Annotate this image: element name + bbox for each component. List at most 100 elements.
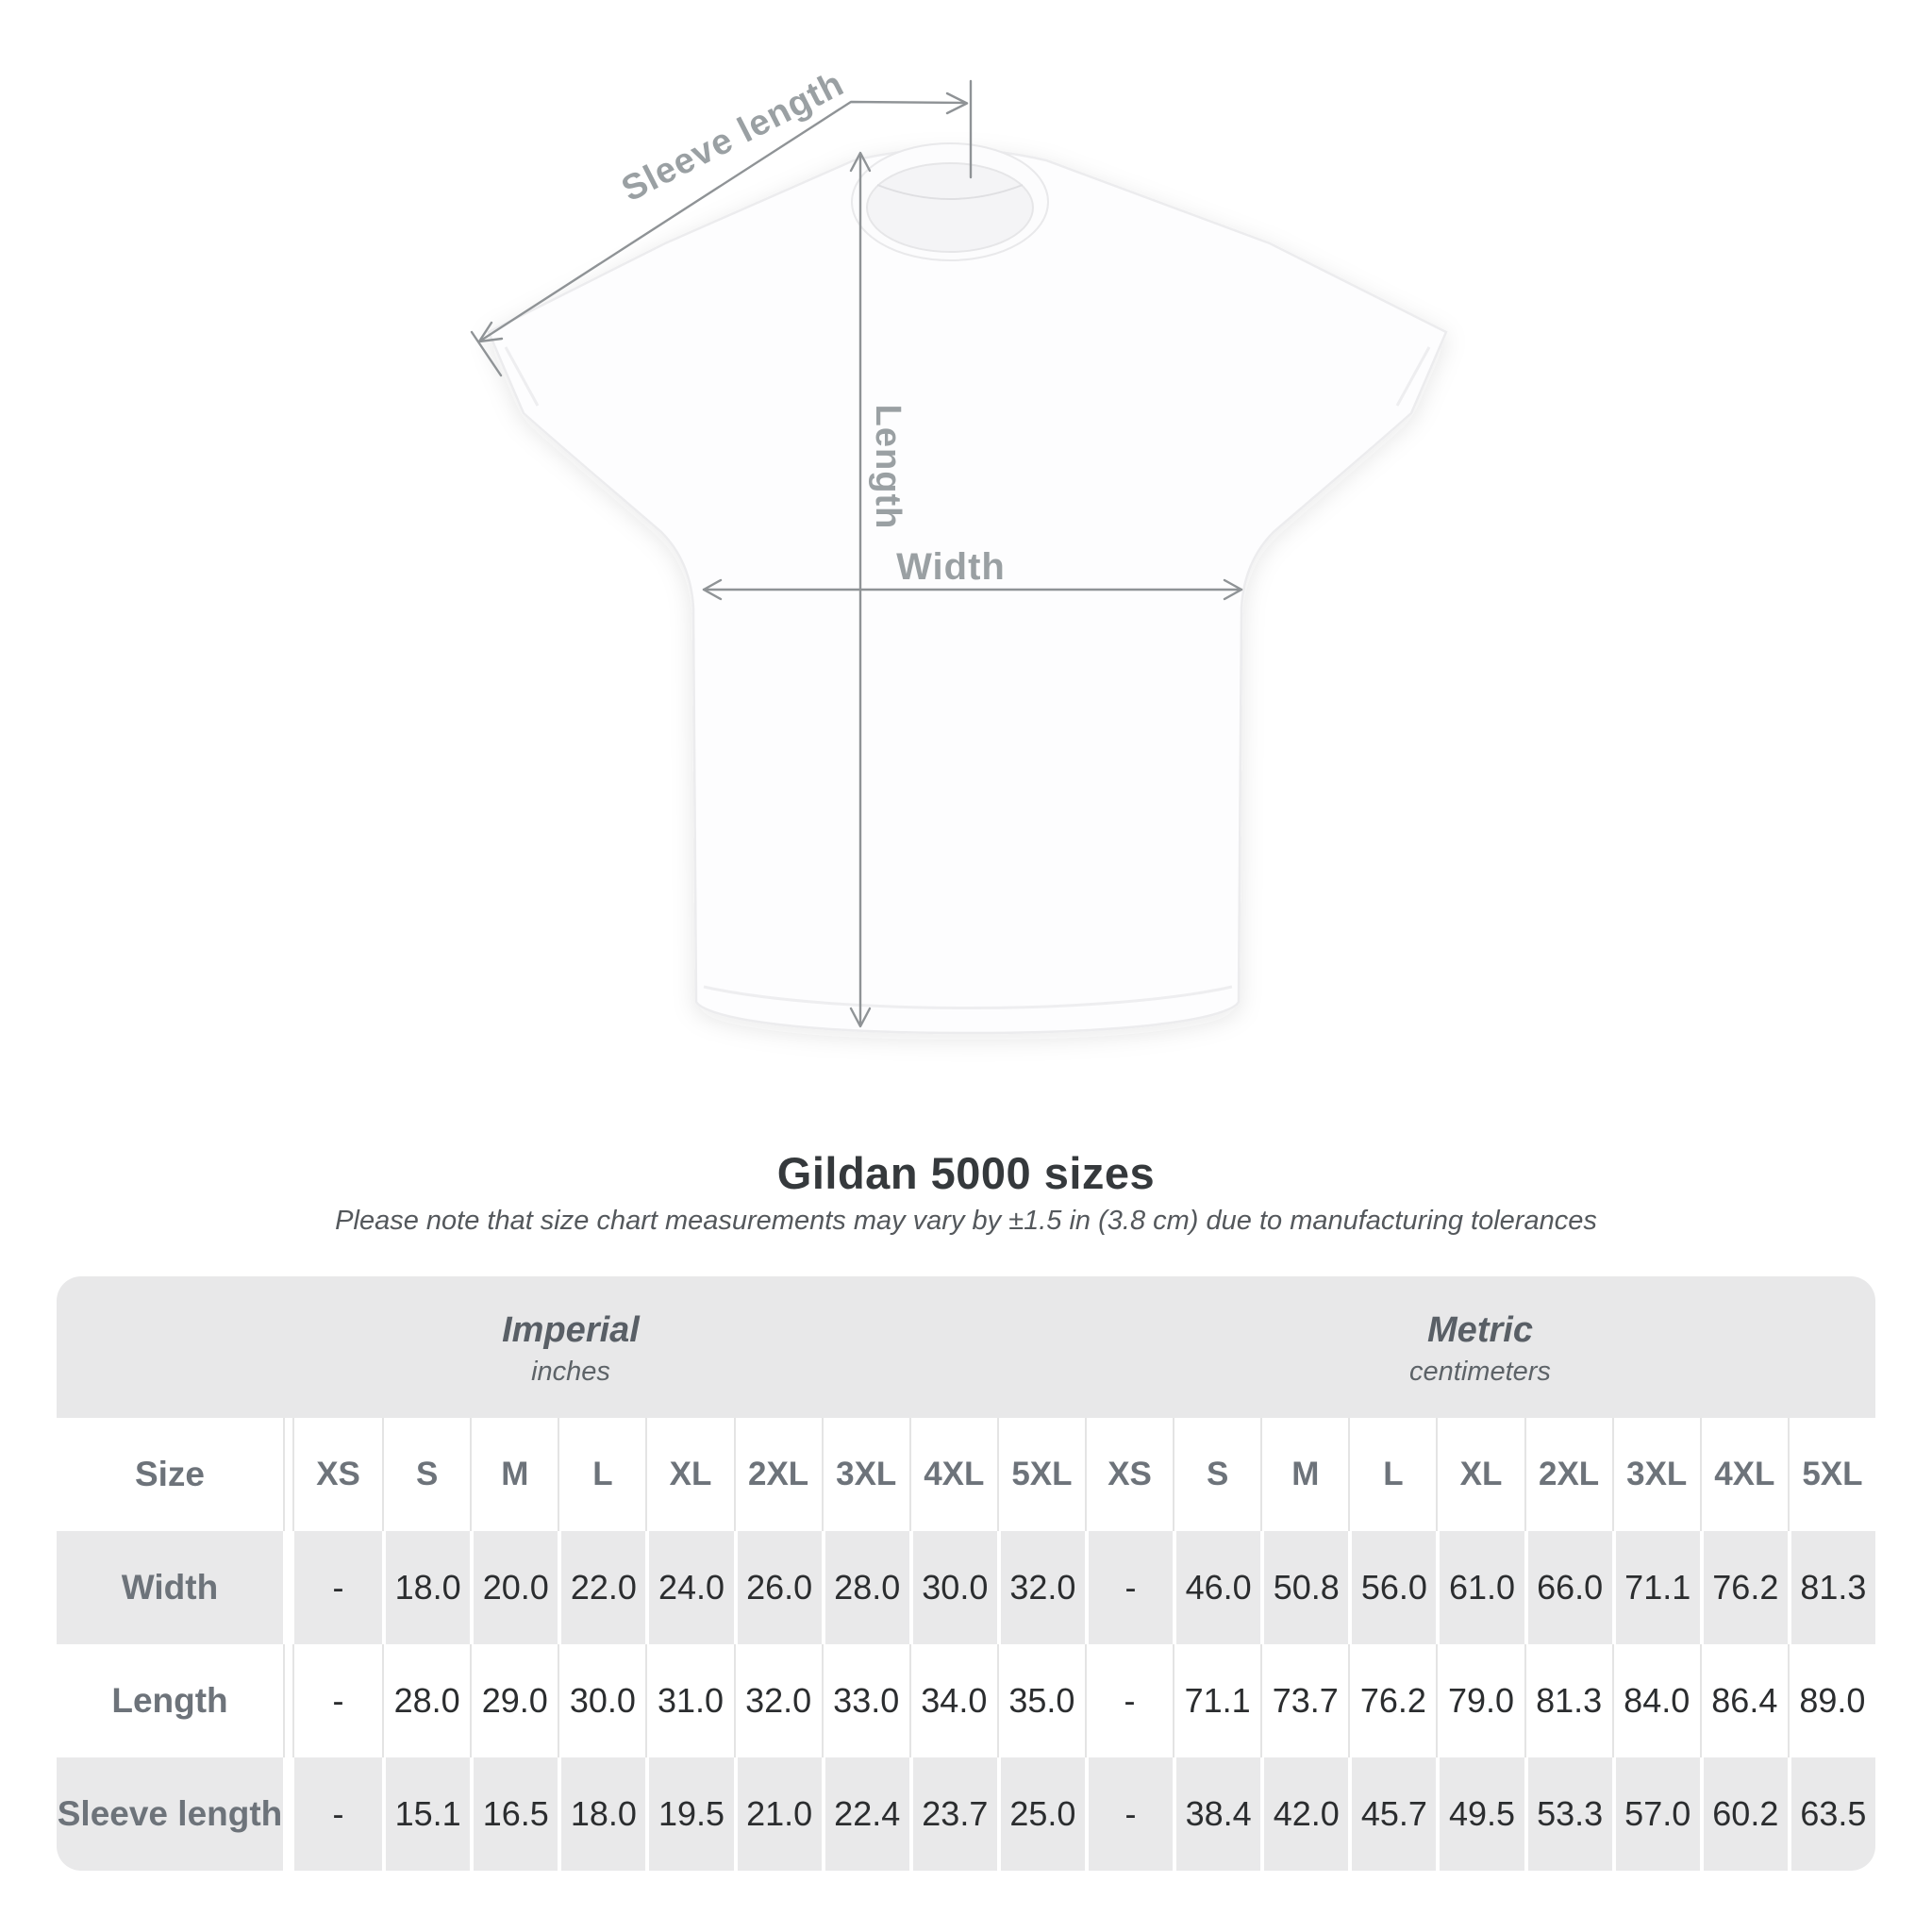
units-header-band: Imperial inches Metric centimeters bbox=[57, 1276, 1875, 1418]
measurement-row: Length -28.0 29.0 30.0 31.0 32.0 33.0 34.0 35.0-… bbox=[57, 1644, 1875, 1757]
sleeve-arrowhead-right bbox=[945, 92, 969, 115]
table-cell: - bbox=[294, 1531, 383, 1644]
table-cell: 60.2 bbox=[1699, 1757, 1788, 1871]
table-cell: 89.0 bbox=[1787, 1644, 1875, 1757]
column-gap bbox=[283, 1644, 294, 1757]
right-cuff-seam bbox=[1395, 346, 1431, 407]
tshirt-graphic bbox=[487, 142, 1448, 1035]
size-grid: Size XS S M L XL 2XL 3XL 4XL 5XL XS S M L XL 2XL 3XL 4XL 5… bbox=[57, 1418, 1875, 1871]
table-cell: 28.0 bbox=[382, 1644, 470, 1757]
column-header: 2XL bbox=[733, 1418, 822, 1531]
table-cell: 32.0 bbox=[733, 1644, 822, 1757]
column-header: 5XL bbox=[996, 1418, 1085, 1531]
imperial-label: Imperial bbox=[502, 1309, 640, 1350]
table-cell: 86.4 bbox=[1699, 1644, 1788, 1757]
table-cell: 76.2 bbox=[1348, 1644, 1436, 1757]
table-cell: 18.0 bbox=[558, 1757, 646, 1871]
table-cell: 57.0 bbox=[1611, 1757, 1700, 1871]
column-header: XL bbox=[645, 1418, 733, 1531]
table-cell: - bbox=[1085, 1757, 1174, 1871]
table-cell: 46.0 bbox=[1173, 1531, 1261, 1644]
column-header: XS bbox=[316, 1456, 360, 1492]
column-header: 4XL bbox=[1699, 1418, 1788, 1531]
table-cell: 18.0 bbox=[382, 1531, 471, 1644]
measurement-lines bbox=[470, 79, 1243, 1028]
table-cell: 61.0 bbox=[1436, 1531, 1524, 1644]
cuff-tick bbox=[470, 330, 503, 377]
imperial-unit-label: inches bbox=[531, 1356, 610, 1387]
table-cell: 25.0 bbox=[996, 1757, 1085, 1871]
table-cell: 26.0 bbox=[733, 1531, 822, 1644]
row-label: Size bbox=[134, 1455, 206, 1493]
column-gap bbox=[283, 1531, 294, 1644]
table-cell: 45.7 bbox=[1348, 1757, 1437, 1871]
collar-back-seam bbox=[876, 184, 1024, 200]
column-header: 2XL bbox=[1524, 1418, 1612, 1531]
table-cell: 66.0 bbox=[1524, 1531, 1612, 1644]
table-cell: 53.3 bbox=[1524, 1757, 1612, 1871]
table-cell: 22.0 bbox=[558, 1531, 646, 1644]
table-cell: 79.0 bbox=[1436, 1644, 1524, 1757]
table-cell: 35.0 bbox=[996, 1644, 1085, 1757]
width-arrowhead-right bbox=[1223, 578, 1243, 601]
table-cell: 38.4 bbox=[1173, 1757, 1261, 1871]
width-arrowhead-left bbox=[702, 578, 723, 601]
length-arrowhead-bottom bbox=[849, 1007, 872, 1028]
collar-opening bbox=[866, 162, 1034, 253]
metric-label: Metric bbox=[1427, 1309, 1533, 1350]
measurement-row: Width -18.0 20.0 22.0 24.0 26.0 28.0 30.0 32.0-4… bbox=[57, 1531, 1875, 1644]
table-cell: 29.0 bbox=[470, 1644, 558, 1757]
table-cell: 33.0 bbox=[821, 1644, 909, 1757]
table-cell: 49.5 bbox=[1436, 1757, 1524, 1871]
size-header-row: Size XS S M L XL 2XL 3XL 4XL 5XL XS S M L XL 2XL 3XL 4XL 5… bbox=[57, 1418, 1875, 1531]
column-header: L bbox=[558, 1418, 645, 1531]
table-cell: 16.5 bbox=[470, 1757, 558, 1871]
table-cell: - bbox=[1085, 1644, 1173, 1757]
table-cell: 84.0 bbox=[1611, 1644, 1700, 1757]
column-header: 3XL bbox=[821, 1418, 909, 1531]
page-title: Gildan 5000 sizes bbox=[776, 1148, 1156, 1198]
table-cell: 19.5 bbox=[645, 1757, 734, 1871]
table-cell: 28.0 bbox=[821, 1531, 909, 1644]
metric-unit-label: centimeters bbox=[1409, 1356, 1551, 1387]
table-cell: 73.7 bbox=[1260, 1644, 1348, 1757]
table-cell: 71.1 bbox=[1173, 1644, 1260, 1757]
table-cell: 71.1 bbox=[1611, 1531, 1700, 1644]
column-header: 3XL bbox=[1611, 1418, 1700, 1531]
table-cell: 31.0 bbox=[645, 1644, 733, 1757]
column-header: S bbox=[1173, 1418, 1260, 1531]
imperial-section-header: Imperial inches bbox=[57, 1305, 1085, 1391]
size-table: Imperial inches Metric centimeters Size X… bbox=[57, 1276, 1875, 1871]
row-label: Width bbox=[57, 1531, 283, 1644]
table-cell: 81.3 bbox=[1787, 1531, 1875, 1644]
column-header: 4XL bbox=[908, 1418, 997, 1531]
table-cell: 32.0 bbox=[996, 1531, 1085, 1644]
sleeve-length-line bbox=[477, 100, 966, 343]
table-cell: 76.2 bbox=[1699, 1531, 1788, 1644]
column-header: S bbox=[382, 1418, 470, 1531]
table-cell: 20.0 bbox=[470, 1531, 558, 1644]
table-cell: - bbox=[1085, 1531, 1174, 1644]
column-header: XS bbox=[1085, 1418, 1173, 1531]
column-header: M bbox=[470, 1418, 558, 1531]
table-cell: 81.3 bbox=[1524, 1644, 1612, 1757]
column-header: XL bbox=[1436, 1418, 1524, 1531]
table-cell: 24.0 bbox=[645, 1531, 734, 1644]
table-cell: 15.1 bbox=[382, 1757, 471, 1871]
tshirt-measurement-diagram: Sleeve length Length Width bbox=[470, 64, 1448, 1035]
table-cell: 63.5 bbox=[1787, 1757, 1875, 1871]
table-cell: 56.0 bbox=[1348, 1531, 1437, 1644]
length-label: Length bbox=[868, 405, 908, 530]
metric-section-header: Metric centimeters bbox=[1085, 1305, 1875, 1391]
page-subtitle: Please note that size chart measurements… bbox=[335, 1206, 1597, 1236]
column-gap bbox=[283, 1757, 294, 1871]
column-gap bbox=[283, 1418, 294, 1531]
table-cell: 50.8 bbox=[1260, 1531, 1349, 1644]
row-label: Length bbox=[111, 1681, 228, 1720]
table-cell: - bbox=[332, 1681, 344, 1720]
measurement-row: Sleeve length -15.1 16.5 18.0 19.5 21.0 22.4 23… bbox=[57, 1757, 1875, 1871]
table-cell: 22.4 bbox=[821, 1757, 909, 1871]
row-label: Sleeve length bbox=[57, 1757, 283, 1871]
table-cell: - bbox=[294, 1757, 383, 1871]
